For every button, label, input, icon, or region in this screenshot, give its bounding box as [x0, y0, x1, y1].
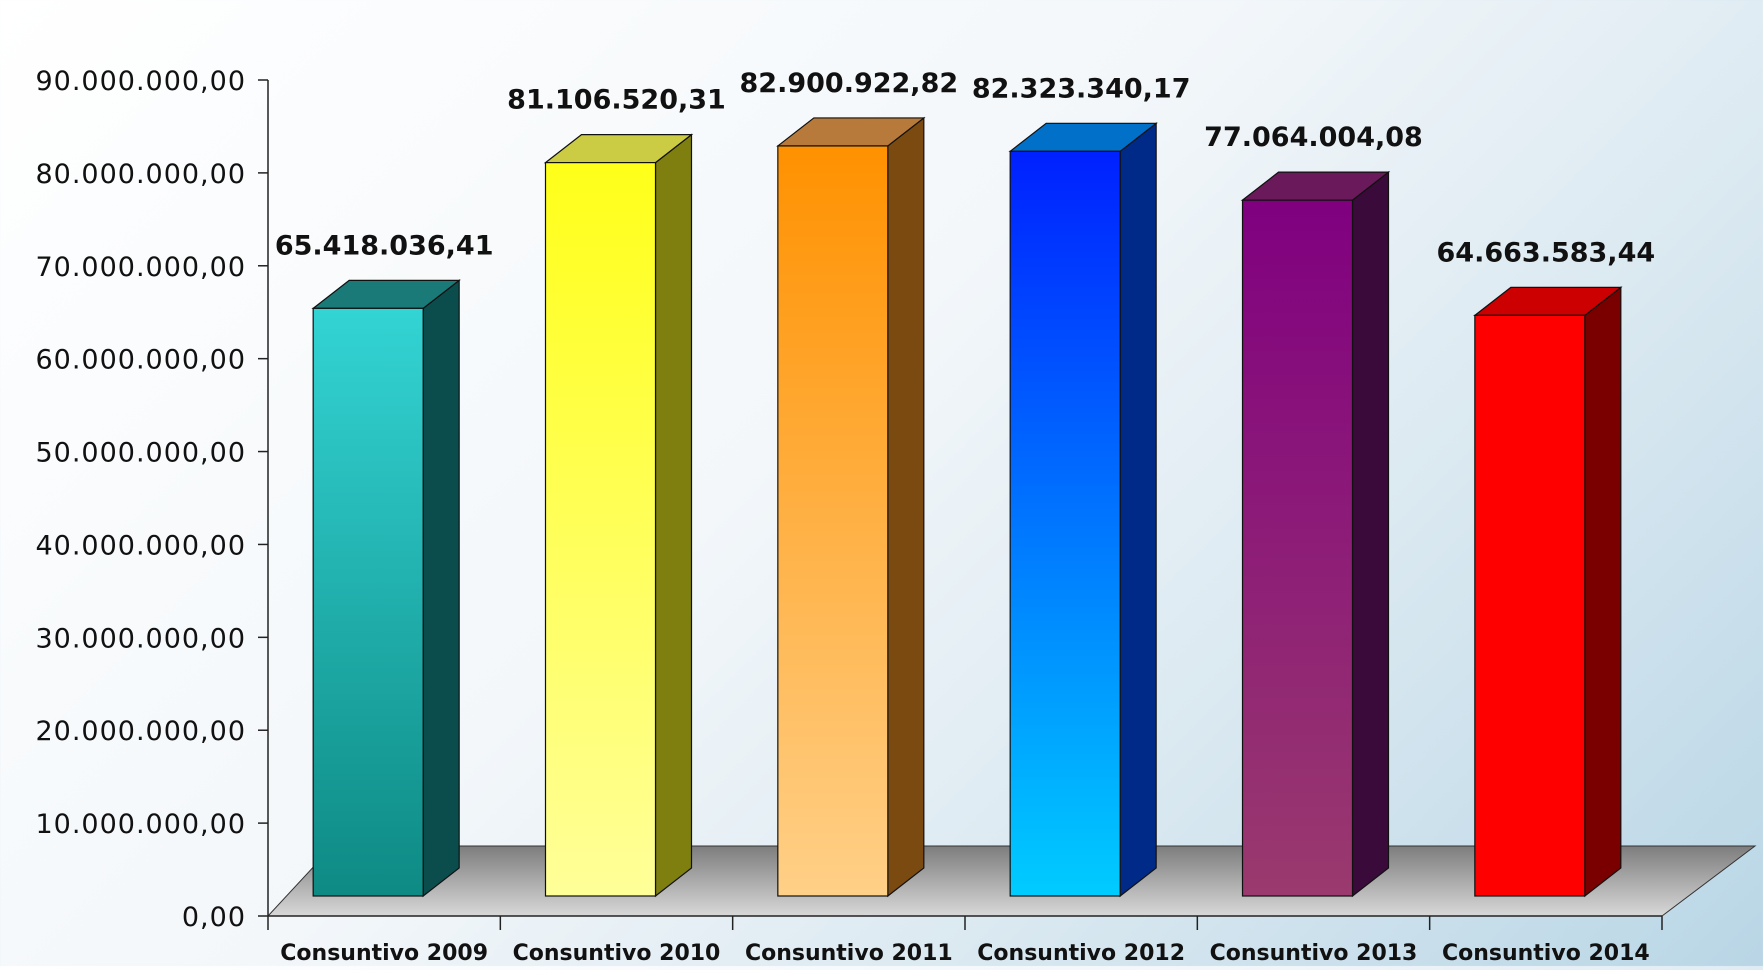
y-tick-label: 20.000.000,00: [35, 716, 246, 747]
bar: [311, 279, 461, 898]
bar-side: [654, 133, 693, 898]
data-label: 82.323.340,17: [972, 73, 1191, 104]
bar: [1473, 286, 1623, 898]
y-tick-label: 60.000.000,00: [35, 345, 246, 376]
bar: [776, 116, 926, 898]
x-tick-label: Consuntivo 2013: [1210, 941, 1418, 966]
x-tick-label: Consuntivo 2009: [280, 941, 488, 966]
bar-front: [312, 307, 424, 897]
bar-side: [887, 116, 925, 898]
x-tick-label: Consuntivo 2012: [977, 941, 1185, 966]
bar-front: [1241, 199, 1354, 897]
bar-front: [1009, 150, 1121, 897]
data-label: 77.064.004,08: [1204, 122, 1423, 153]
y-tick-label: 70.000.000,00: [35, 252, 246, 283]
y-tick-label: 30.000.000,00: [35, 623, 246, 654]
bar: [1008, 122, 1158, 898]
bar: [1240, 170, 1391, 898]
y-tick-label: 90.000.000,00: [35, 66, 246, 97]
bar: [543, 133, 694, 898]
y-tick-label: 10.000.000,00: [35, 809, 246, 840]
y-tick-label: 40.000.000,00: [35, 530, 246, 561]
bar-front: [1474, 314, 1586, 897]
bar-front: [544, 162, 657, 897]
y-tick-label: 80.000.000,00: [35, 159, 246, 190]
data-label: 64.663.583,44: [1437, 237, 1656, 268]
bar-side: [422, 279, 460, 898]
y-tick-label: 0,00: [182, 902, 246, 933]
data-label: 81.106.520,31: [507, 85, 726, 116]
x-tick-label: Consuntivo 2011: [745, 941, 953, 966]
x-tick-label: Consuntivo 2014: [1442, 941, 1650, 966]
data-label: 82.900.922,82: [740, 68, 959, 99]
data-label: 65.418.036,41: [275, 230, 494, 261]
bar-front: [777, 145, 889, 897]
bar-side: [1584, 286, 1622, 898]
bar-side: [1351, 170, 1390, 898]
y-tick-label: 50.000.000,00: [35, 438, 246, 469]
x-tick-label: Consuntivo 2010: [513, 941, 721, 966]
bar-side: [1119, 122, 1157, 898]
